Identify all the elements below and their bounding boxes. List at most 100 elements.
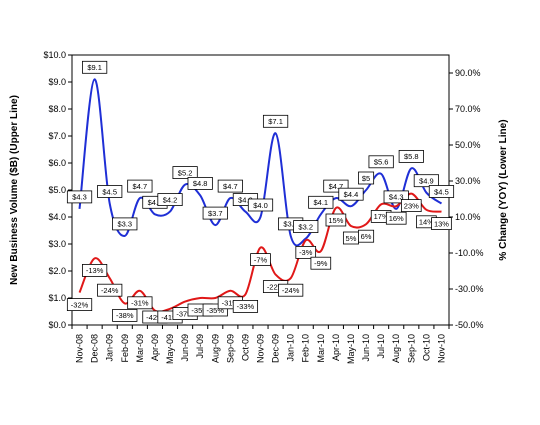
- left-axis-tick-label: $7.0: [48, 131, 66, 141]
- right-axis-tick-label: -10.0%: [455, 248, 484, 258]
- data-label-box: [127, 179, 153, 193]
- yoy-data-label: 6%: [358, 229, 375, 243]
- data-label-box: [66, 298, 93, 312]
- data-label-box: [295, 245, 317, 259]
- volume-data-label: $4.3: [66, 190, 93, 204]
- yoy-data-label: -9%: [310, 256, 332, 270]
- data-label-text: -13%: [86, 266, 104, 275]
- right-axis-tick-label: 10.0%: [455, 212, 481, 222]
- data-label-box: [187, 176, 213, 190]
- x-axis-tick-label: Sep-10: [406, 334, 416, 363]
- yoy-data-label: 15%: [325, 213, 347, 227]
- data-label-box: [82, 263, 108, 277]
- data-label-box: [66, 190, 93, 204]
- left-axis-tick-label: $9.0: [48, 77, 66, 87]
- data-label-box: [262, 114, 289, 128]
- volume-data-label: $3.2: [293, 220, 319, 234]
- yoy-data-label: -32%: [66, 298, 93, 312]
- data-label-text: $4.3: [389, 193, 404, 202]
- left-axis-tick-label: $0.0: [48, 320, 66, 330]
- yoy-data-label: -38%: [112, 308, 138, 322]
- volume-data-label: $4.8: [187, 176, 213, 190]
- data-label-text: -3%: [299, 248, 313, 257]
- data-label-text: -37%: [176, 309, 194, 318]
- volume-data-label: $4.9: [413, 174, 439, 188]
- left-axis-title: New Business Volume ($B) (Upper Line): [9, 95, 20, 285]
- x-axis-tick-label: Oct-10: [421, 334, 431, 361]
- x-axis-tick-label: Aug-09: [210, 334, 220, 363]
- volume-data-label: $4.5: [97, 185, 123, 198]
- data-label-box: [232, 299, 259, 313]
- data-label-text: $4.5: [102, 187, 117, 196]
- x-axis-tick-label: Dec-09: [271, 334, 281, 363]
- volume-data-label: $5.2: [172, 166, 198, 180]
- data-label-box: [385, 211, 407, 225]
- data-label-box: [112, 308, 138, 322]
- data-label-text: $4.7: [133, 182, 148, 191]
- data-label-text: $4.4: [344, 190, 359, 199]
- right-axis-tick-label: 30.0%: [455, 176, 481, 186]
- data-label-text: 6%: [361, 232, 372, 241]
- data-label-text: -41%: [161, 313, 179, 322]
- data-label-box: [325, 213, 347, 227]
- data-label-box: [217, 179, 243, 193]
- right-axis-tick-label: 70.0%: [455, 104, 481, 114]
- data-label-box: [278, 283, 304, 297]
- data-label-text: $4.0: [253, 201, 268, 210]
- data-label-text: -32%: [71, 300, 89, 309]
- data-label-text: -38%: [116, 311, 134, 320]
- data-label-box: [157, 193, 183, 207]
- data-label-box: [202, 206, 228, 220]
- data-label-text: $4.9: [419, 177, 434, 186]
- left-axis-tick-label: $5.0: [48, 185, 66, 195]
- yoy-data-label: 13%: [431, 217, 452, 231]
- x-axis-tick-label: Sep-09: [225, 334, 235, 363]
- data-label-text: $3.3: [283, 220, 298, 229]
- volume-data-label: $5.6: [368, 155, 394, 169]
- data-label-text: -31%: [222, 299, 240, 308]
- volume-data-label: $3.7: [202, 206, 228, 220]
- volume-data-label: $9.1: [82, 60, 108, 74]
- data-label-box: [413, 174, 439, 188]
- yoy-data-label: 23%: [400, 199, 422, 213]
- right-axis-title: % Change (YOY) (Lower Line): [498, 119, 509, 260]
- x-axis-tick-label: Jan-10: [286, 334, 296, 362]
- data-label-text: $4.5: [434, 187, 449, 196]
- x-axis-tick-label: Apr-10: [331, 334, 341, 361]
- x-axis-tick-label: Dec-08: [90, 334, 100, 363]
- data-label-box: [82, 60, 108, 74]
- x-axis-tick-label: Oct-09: [240, 334, 250, 361]
- volume-data-label: $4.2: [157, 193, 183, 207]
- data-label-box: [398, 149, 424, 163]
- volume-data-label: $4.1: [308, 195, 334, 209]
- yoy-data-label: 5%: [342, 231, 359, 245]
- data-label-box: [97, 283, 123, 297]
- left-axis-tick-label: $2.0: [48, 266, 66, 276]
- x-axis-tick-label: Nov-08: [75, 334, 85, 363]
- x-axis-tick-label: May-09: [165, 334, 175, 364]
- data-label-text: $5.2: [178, 168, 193, 177]
- data-label-text: -9%: [314, 259, 328, 268]
- yoy-data-label: 16%: [385, 211, 407, 225]
- data-label-box: [358, 229, 375, 243]
- data-label-text: $3.2: [298, 222, 313, 231]
- x-axis-tick-label: Mar-09: [135, 334, 145, 363]
- data-label-text: 5%: [346, 234, 357, 243]
- yoy-data-label: -24%: [278, 283, 304, 297]
- data-label-text: -22%: [267, 282, 285, 291]
- yoy-change-series-line: [78, 192, 442, 313]
- data-label-text: $4.1: [314, 198, 329, 207]
- data-label-text: -31%: [131, 299, 149, 308]
- x-axis-tick-label: Nov-09: [256, 334, 266, 363]
- volume-data-label: $4.5: [428, 185, 455, 198]
- x-axis-tick-label: Jul-09: [195, 334, 205, 359]
- data-label-box: [338, 187, 364, 201]
- volume-data-label: $7.1: [262, 114, 289, 128]
- x-axis-tick-label: Mar-10: [316, 334, 326, 363]
- x-axis-tick-label: Jan-09: [105, 334, 115, 362]
- data-label-text: -33%: [237, 302, 255, 311]
- yoy-data-label: -13%: [82, 263, 108, 277]
- x-axis-tick-label: May-10: [346, 334, 356, 364]
- data-label-box: [250, 253, 271, 267]
